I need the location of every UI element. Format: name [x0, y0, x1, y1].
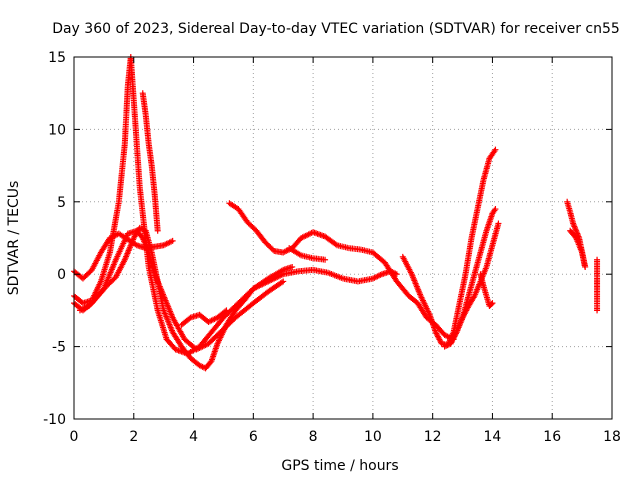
series-arc-11 [447, 220, 502, 347]
series-arc-15 [594, 256, 601, 314]
series-arc-14 [567, 227, 589, 270]
series-arc-5 [139, 90, 161, 234]
y-tick-label: 0 [57, 267, 66, 283]
data-point [223, 307, 230, 314]
data-point [154, 227, 161, 234]
axis-ticks: 0 2 4 6 8 10 12 14 16 18 -10 -5 0 5 10 15 [43, 50, 621, 445]
series-arc-3 [71, 230, 176, 282]
y-tick-label: -10 [43, 412, 66, 428]
chart-title: Day 360 of 2023, Sidereal Day-to-day VTE… [52, 21, 620, 37]
data-point [332, 241, 339, 248]
data-point [492, 146, 499, 153]
y-tick-label: 15 [48, 50, 66, 66]
x-tick-label: 4 [189, 429, 198, 445]
data-point [492, 206, 499, 213]
data-point [322, 256, 329, 263]
data-point [489, 300, 496, 307]
x-tick-label: 10 [364, 429, 382, 445]
data-point [289, 263, 296, 270]
x-tick-label: 2 [129, 429, 138, 445]
series-arc-7 [226, 200, 457, 343]
data-points [71, 54, 601, 372]
series-arc-10 [441, 206, 499, 350]
series-arc-9 [399, 146, 499, 349]
grid-lines [74, 57, 612, 419]
data-point [495, 220, 502, 227]
y-tick-label: 10 [48, 122, 66, 138]
data-point [582, 263, 589, 270]
series-arc-1 [71, 54, 296, 357]
series-arc-12 [477, 271, 496, 310]
data-point [280, 278, 287, 285]
data-point [169, 237, 176, 244]
data-point [222, 308, 229, 315]
x-tick-label: 14 [484, 429, 502, 445]
series-arc-6 [178, 307, 230, 328]
x-tick-label: 6 [249, 429, 258, 445]
y-tick-label: -5 [52, 340, 66, 356]
x-tick-label: 18 [603, 429, 621, 445]
series-arc-8 [286, 245, 329, 263]
data-point [594, 307, 601, 314]
x-tick-label: 16 [543, 429, 561, 445]
data-point [488, 301, 495, 308]
x-tick-label: 12 [424, 429, 442, 445]
series-arc-4 [76, 224, 400, 372]
y-axis-label: SDTVAR / TECUs [6, 181, 22, 296]
x-tick-label: 8 [309, 429, 318, 445]
y-tick-label: 5 [57, 195, 66, 211]
x-tick-label: 0 [70, 429, 79, 445]
plot-frame [73, 56, 613, 420]
x-axis-label: GPS time / hours [281, 458, 398, 474]
data-point [278, 279, 285, 286]
